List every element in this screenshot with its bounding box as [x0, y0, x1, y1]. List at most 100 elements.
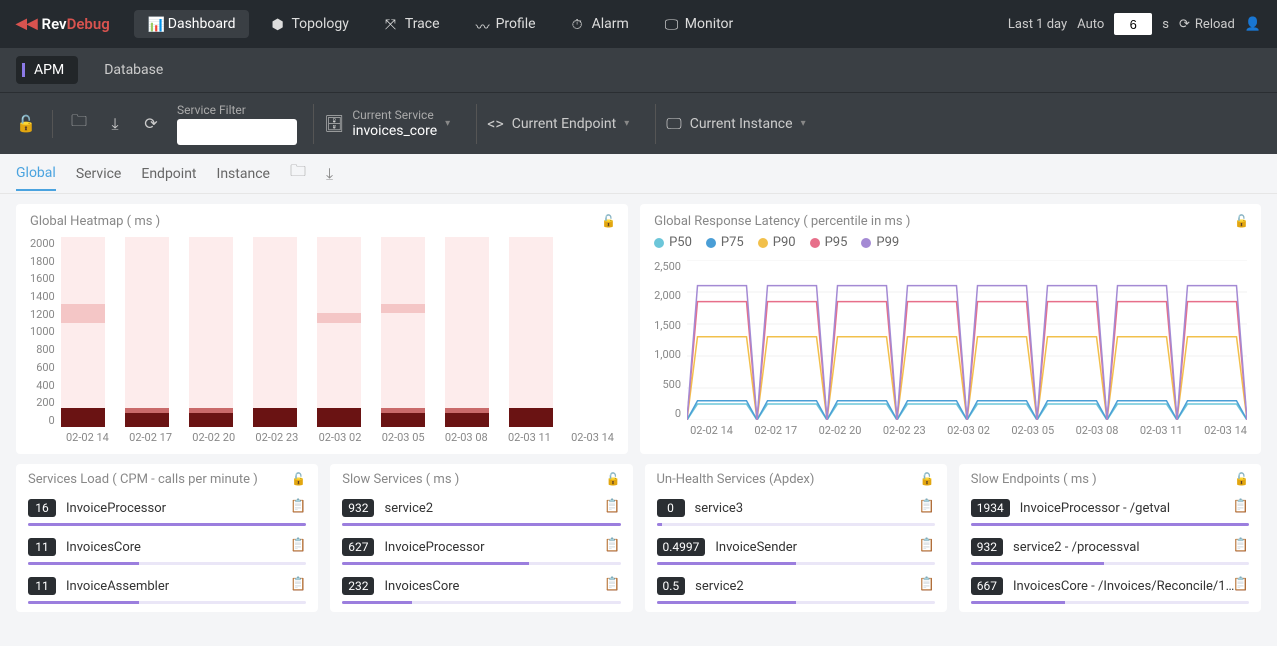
pill-apm[interactable]: APM	[16, 56, 78, 84]
scope-tabsbar: Global Service Endpoint Instance 🗀 ⤓	[0, 154, 1277, 194]
clipboard-icon[interactable]: 📋	[604, 499, 620, 514]
metric-item[interactable]: 1934 InvoiceProcessor - /getval 📋	[971, 499, 1249, 526]
clipboard-icon[interactable]: 📋	[290, 538, 306, 553]
metric-label: service2 - /processval	[1013, 540, 1140, 555]
yaxis-tick: 200	[30, 396, 55, 409]
refresh-icon[interactable]: ⟳	[141, 114, 161, 134]
metric-item[interactable]: 627 InvoiceProcessor 📋	[342, 538, 620, 565]
current-endpoint-select[interactable]: <> Current Endpoint ▾	[476, 104, 639, 144]
nav-profile[interactable]: 〰Profile	[462, 10, 550, 38]
user-icon[interactable]: 👤	[1245, 17, 1261, 32]
metric-value-badge: 0.4997	[657, 538, 706, 556]
lock-icon[interactable]: 🔓	[1234, 472, 1249, 486]
xaxis-tick: 02-03 05	[1011, 424, 1054, 437]
nav-alarm[interactable]: ⏱Alarm	[558, 10, 643, 38]
metric-value-badge: 11	[28, 538, 56, 556]
legend-p95[interactable]: P95	[810, 235, 848, 250]
xaxis-tick: 02-03 14	[1204, 424, 1247, 437]
metric-item[interactable]: 11 InvoicesCore 📋	[28, 538, 306, 565]
metric-bar-fill	[28, 601, 139, 604]
metric-item[interactable]: 0.5 service2 📋	[657, 577, 935, 604]
latency-yaxis: 2,5002,0001,5001,0005000	[654, 260, 681, 420]
time-range-label[interactable]: Last 1 day	[1008, 17, 1067, 32]
metric-item[interactable]: 932 service2 - /processval 📋	[971, 538, 1249, 565]
metric-item[interactable]: 232 InvoicesCore 📋	[342, 577, 620, 604]
current-service-select[interactable]: 🗄 Current Service invoices_core ▾	[313, 104, 460, 144]
legend-p99[interactable]: P99	[861, 235, 899, 250]
logo-icon: ◀◀	[16, 16, 38, 32]
legend-label: P90	[773, 235, 796, 250]
yaxis-tick: 600	[30, 361, 55, 374]
lock-icon[interactable]: 🔓	[16, 114, 36, 134]
nav-trace[interactable]: ⤧Trace	[371, 10, 454, 38]
lock-icon[interactable]: 🔓	[291, 472, 306, 486]
lock-icon[interactable]: 🔓	[920, 472, 935, 486]
folder-icon[interactable]: 🗀	[290, 160, 306, 187]
tab-instance[interactable]: Instance	[217, 158, 270, 190]
heatmap-cell	[189, 237, 233, 408]
metric-item[interactable]: 667 InvoicesCore - /Invoices/Reconcile/1…	[971, 577, 1249, 604]
legend-p75[interactable]: P75	[706, 235, 744, 250]
metric-bar	[657, 523, 935, 526]
module-pillbar: APM Database	[0, 48, 1277, 92]
heatmap-cell	[381, 408, 425, 413]
legend-label: P50	[669, 235, 692, 250]
xaxis-tick: 02-02 20	[819, 424, 862, 437]
metric-item[interactable]: 0.4997 InvoiceSender 📋	[657, 538, 935, 565]
heatmap-cell	[509, 408, 553, 427]
download-icon[interactable]: ⤓	[105, 114, 125, 134]
service-filter-input[interactable]	[177, 119, 297, 145]
metric-label: service3	[695, 501, 744, 516]
metric-bar-fill	[971, 562, 1105, 565]
metric-item[interactable]: 11 InvoiceAssembler 📋	[28, 577, 306, 604]
current-instance-select[interactable]: 🖵 Current Instance ▾	[655, 104, 815, 144]
current-instance-label: Current Instance	[690, 116, 793, 132]
clipboard-icon[interactable]: 📋	[1233, 499, 1249, 514]
tab-endpoint[interactable]: Endpoint	[141, 158, 196, 190]
metric-item[interactable]: 932 service2 📋	[342, 499, 620, 526]
heatmap-grid	[61, 237, 614, 427]
latency-legend: P50 P75 P90 P95 P99	[654, 235, 1247, 250]
auto-interval-input[interactable]	[1114, 13, 1152, 35]
brand-logo: ◀◀ RevDebug	[16, 15, 110, 33]
yaxis-tick: 0	[30, 414, 55, 427]
legend-p90[interactable]: P90	[758, 235, 796, 250]
nav-monitor[interactable]: 🖵Monitor	[651, 10, 748, 38]
yaxis-tick: 1600	[30, 272, 55, 285]
clipboard-icon[interactable]: 📋	[919, 538, 935, 553]
folder-icon[interactable]: 🗀	[69, 114, 89, 134]
bar-chart-icon: 📊	[148, 17, 162, 31]
tab-global[interactable]: Global	[16, 157, 56, 191]
nav-dashboard[interactable]: 📊Dashboard	[134, 10, 250, 38]
clipboard-icon[interactable]: 📋	[604, 538, 620, 553]
heatmap-cell	[445, 408, 489, 413]
tab-service[interactable]: Service	[76, 158, 122, 190]
metric-label: InvoiceAssembler	[66, 579, 169, 594]
xaxis-tick: 02-02 14	[66, 431, 109, 444]
download-icon[interactable]: ⤓	[326, 164, 333, 184]
clipboard-icon[interactable]: 📋	[919, 499, 935, 514]
clipboard-icon[interactable]: 📋	[1233, 577, 1249, 592]
metric-bar-fill	[28, 562, 139, 565]
metric-value-badge: 667	[971, 577, 1003, 595]
reload-button[interactable]: ⟳ Reload	[1179, 17, 1235, 32]
clipboard-icon[interactable]: 📋	[604, 577, 620, 592]
metric-item[interactable]: 0 service3 📋	[657, 499, 935, 526]
lock-icon[interactable]: 🔓	[601, 214, 616, 228]
brand-suffix: Debug	[67, 15, 110, 33]
clipboard-icon[interactable]: 📋	[1233, 538, 1249, 553]
latency-svg	[687, 260, 1247, 420]
legend-p50[interactable]: P50	[654, 235, 692, 250]
clipboard-icon[interactable]: 📋	[290, 577, 306, 592]
heatmap-cell	[317, 313, 361, 323]
clipboard-icon[interactable]: 📋	[919, 577, 935, 592]
lock-icon[interactable]: 🔓	[1234, 214, 1249, 228]
chevron-down-icon: ▾	[801, 118, 806, 129]
nav-topology[interactable]: ⬢Topology	[257, 10, 362, 38]
clipboard-icon[interactable]: 📋	[290, 499, 306, 514]
metric-item[interactable]: 16 InvoiceProcessor 📋	[28, 499, 306, 526]
pill-database[interactable]: Database	[90, 56, 177, 84]
current-service-label: Current Service	[352, 108, 437, 122]
lock-icon[interactable]: 🔓	[606, 472, 621, 486]
nav-label: Trace	[405, 16, 440, 32]
